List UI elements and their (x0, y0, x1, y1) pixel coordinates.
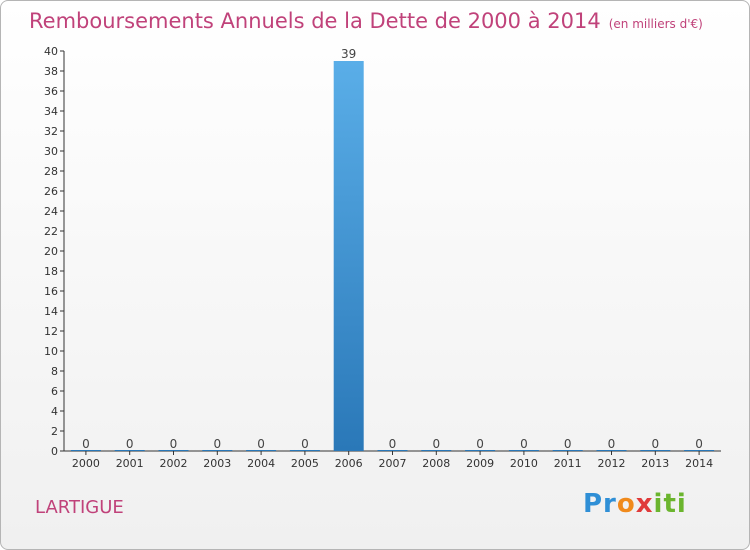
data-label: 39 (341, 47, 356, 61)
y-tick-label: 4 (51, 405, 58, 418)
y-tick-label: 26 (44, 185, 58, 198)
y-tick-label: 12 (44, 325, 58, 338)
bar (333, 61, 364, 451)
y-tick-label: 8 (51, 365, 58, 378)
y-tick-label: 10 (44, 345, 58, 358)
proxiti-logo: Proxiti (583, 489, 687, 519)
data-label: 0 (476, 437, 484, 451)
y-tick-label: 32 (44, 125, 58, 138)
x-tick-label: 2003 (203, 457, 231, 470)
chart-title: Remboursements Annuels de la Dette de 20… (29, 9, 703, 33)
data-label: 0 (651, 437, 659, 451)
data-label: 0 (82, 437, 90, 451)
chart-title-text: Remboursements Annuels de la Dette de 20… (29, 9, 601, 33)
data-label: 0 (564, 437, 572, 451)
y-tick-label: 40 (44, 45, 58, 58)
data-label: 0 (257, 437, 265, 451)
unit-note: (en milliers d'€) (608, 17, 703, 31)
x-tick-label: 2013 (641, 457, 669, 470)
y-tick-label: 30 (44, 145, 58, 158)
data-label: 0 (432, 437, 440, 451)
y-tick-label: 22 (44, 225, 58, 238)
data-label: 0 (389, 437, 397, 451)
x-tick-label: 2002 (160, 457, 188, 470)
y-tick-label: 0 (51, 445, 58, 458)
data-label: 0 (608, 437, 616, 451)
x-tick-label: 2014 (685, 457, 713, 470)
x-tick-label: 2010 (510, 457, 538, 470)
x-tick-label: 2011 (554, 457, 582, 470)
x-tick-label: 2001 (116, 457, 144, 470)
x-tick-label: 2007 (379, 457, 407, 470)
logo-part-4: iti (653, 489, 687, 519)
y-tick-label: 20 (44, 245, 58, 258)
y-tick-label: 18 (44, 265, 58, 278)
data-label: 0 (213, 437, 221, 451)
y-tick-label: 34 (44, 105, 58, 118)
data-label: 0 (170, 437, 178, 451)
y-tick-label: 38 (44, 65, 58, 78)
commune-name: LARTIGUE (35, 497, 124, 518)
y-tick-label: 16 (44, 285, 58, 298)
x-tick-label: 2005 (291, 457, 319, 470)
x-tick-label: 2000 (72, 457, 100, 470)
logo-part-2: o (616, 489, 636, 519)
x-tick-label: 2004 (247, 457, 275, 470)
logo-part-1: Pr (583, 489, 617, 519)
y-tick-label: 36 (44, 85, 58, 98)
x-tick-label: 2006 (335, 457, 363, 470)
x-tick-label: 2009 (466, 457, 494, 470)
x-tick-label: 2008 (422, 457, 450, 470)
y-tick-label: 2 (51, 425, 58, 438)
data-label: 0 (301, 437, 309, 451)
y-tick-label: 6 (51, 385, 58, 398)
y-tick-label: 14 (44, 305, 58, 318)
data-label: 0 (520, 437, 528, 451)
y-tick-label: 24 (44, 205, 58, 218)
y-tick-label: 28 (44, 165, 58, 178)
x-tick-label: 2012 (598, 457, 626, 470)
plot-area: 0246810121416182022242628303234363840020… (44, 45, 721, 470)
logo-part-3: x (635, 489, 654, 519)
data-label: 0 (695, 437, 703, 451)
data-label: 0 (126, 437, 134, 451)
